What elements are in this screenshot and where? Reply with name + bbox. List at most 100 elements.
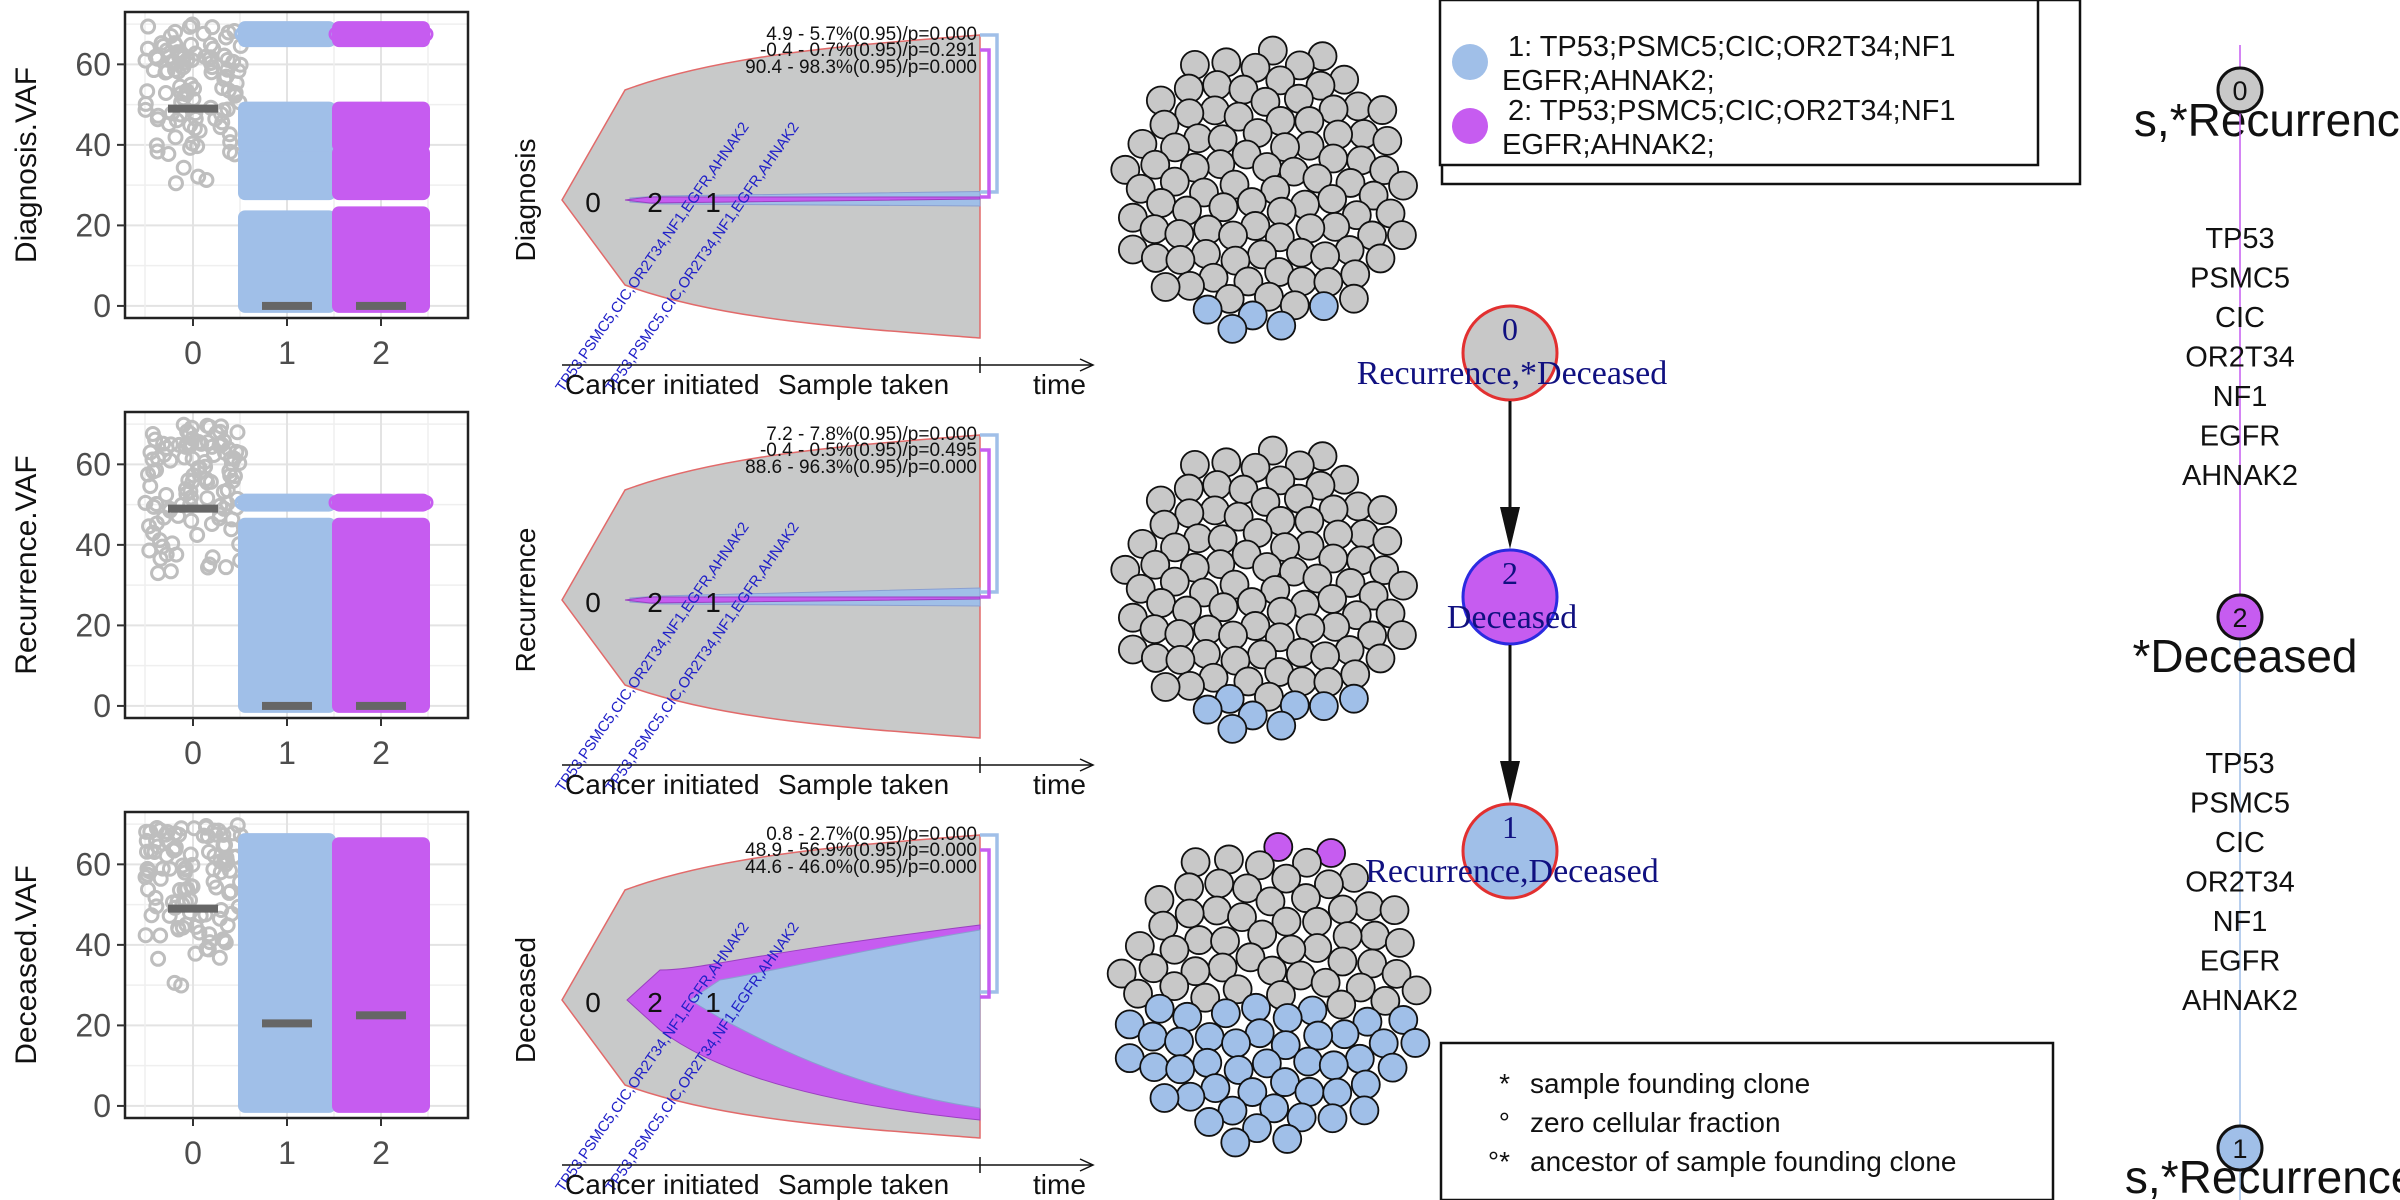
vaf-panel-recurrence: 0 20 40 60 0 1 2 Recurrence.VAF — [10, 410, 470, 771]
cell — [1292, 847, 1322, 878]
cell — [1140, 549, 1171, 580]
cell — [1286, 1102, 1317, 1133]
tree-node-label: 2 — [1502, 555, 1518, 591]
vaf-series-2 — [328, 493, 434, 713]
symbol-legend-symbol: * — [1499, 1068, 1510, 1099]
y-tick-label: 40 — [75, 527, 111, 563]
vaf-point — [229, 424, 246, 441]
cell — [1138, 953, 1169, 984]
vaf-median-bar — [262, 1019, 312, 1028]
vaf-point — [244, 26, 260, 42]
vtree-node-caption: *Deceased — [2132, 630, 2357, 682]
cell — [1332, 921, 1363, 952]
vaf-point — [187, 45, 204, 62]
vaf-point — [182, 846, 199, 863]
fish-annotation: 88.6 - 96.3%(0.95)/p=0.000 — [745, 457, 977, 478]
cell — [1334, 635, 1365, 665]
fishplot-panels: 0 2 1 4.9 - 5.7%(0.95)/p=0.000-0.4 - 0.7%(0… — [510, 24, 1095, 1200]
y-axis-label: Diagnosis.VAF — [10, 67, 43, 263]
vaf-point — [139, 40, 156, 57]
fish-clone-label: 2 — [647, 987, 663, 1018]
cell — [1400, 1028, 1431, 1058]
cell — [1202, 470, 1233, 500]
tree-node-caption: Recurrence,*Deceased — [1357, 355, 1668, 392]
vaf-point — [221, 463, 238, 480]
x-tick-label: 1 — [278, 335, 296, 371]
vaf-point — [230, 62, 247, 79]
legend-swatch — [1452, 44, 1488, 80]
cell — [1217, 313, 1248, 344]
vaf-point — [181, 18, 198, 35]
x-tick-label: 0 — [184, 735, 202, 771]
y-tick-label: 0 — [93, 688, 111, 724]
cell — [1201, 895, 1232, 926]
cell — [1272, 1124, 1303, 1154]
cell-plot-diagnosis — [1110, 35, 1418, 344]
cell — [1210, 998, 1241, 1029]
vaf-point — [388, 495, 404, 511]
cell — [1310, 241, 1340, 272]
fish-clone-label: 1 — [705, 987, 721, 1018]
vaf-point — [222, 143, 239, 160]
fish-axis-label: Sample taken — [778, 369, 949, 400]
vtree-gene-label: CIC — [2215, 302, 2265, 334]
cell — [1259, 1093, 1290, 1124]
cell — [1359, 920, 1390, 951]
vaf-median-bar — [356, 301, 406, 310]
symbol-legend-symbol: °* — [1488, 1146, 1510, 1177]
tree-node-label: 0 — [1502, 311, 1518, 347]
cell — [1310, 967, 1341, 998]
cell — [1137, 1021, 1168, 1052]
cell-plot-recurrence — [1110, 435, 1418, 744]
vaf-point — [358, 26, 374, 42]
vtree-node-label: 0 — [2232, 76, 2247, 106]
vertical-tree: TP53 PSMC5 CIC OR2T34 NF1 EGFR AHNAK2 TP53 PSMC5… — [2132, 45, 2358, 1200]
cell — [1164, 219, 1195, 249]
vaf-point — [148, 137, 165, 154]
cell — [1223, 501, 1254, 532]
cell — [1302, 163, 1333, 194]
vaf-panel-diagnosis: 0 20 40 60 0 1 2 Diagnosis.VAF — [10, 10, 470, 371]
vaf-series-1 — [234, 493, 340, 713]
vaf-panel-deceased: 0 20 40 60 0 1 2 Deceased.VAF — [10, 810, 470, 1171]
vaf-point — [274, 26, 290, 42]
fish-clone-label: 1 — [705, 187, 721, 218]
vaf-series-1 — [234, 21, 340, 313]
cell — [1125, 573, 1156, 604]
cell — [1323, 119, 1353, 150]
vaf-median-bar — [262, 701, 312, 710]
vaf-point — [198, 940, 215, 957]
vaf-median-bar — [168, 504, 218, 513]
cell — [1308, 291, 1339, 322]
fish-bracket-2 — [980, 848, 991, 999]
cell — [1265, 65, 1296, 96]
symbol-legend-text: ancestor of sample founding clone — [1530, 1146, 1957, 1177]
tree-node-circle — [1461, 548, 1559, 646]
vaf-point — [234, 26, 250, 42]
vaf-point — [418, 26, 434, 42]
vaf-point — [254, 495, 270, 511]
vaf-panel-border — [123, 410, 470, 720]
vaf-point — [304, 495, 320, 511]
vaf-point — [398, 26, 414, 42]
fish-annotation: -0.4 - 0.7%(0.95)/p=0.291 — [760, 40, 977, 61]
cell — [1305, 70, 1336, 101]
vaf-point — [148, 898, 165, 915]
legend-item-label: 1: TP53;PSMC5;CIC;OR2T34;NF1 — [1508, 31, 1956, 63]
tree-edge-arrow — [1500, 507, 1520, 549]
vaf-point — [160, 116, 177, 133]
y-tick-label: 0 — [93, 288, 111, 324]
tree-node-2: 2 Deceased — [1447, 548, 1577, 646]
vaf-point — [158, 847, 175, 864]
cell — [1125, 173, 1156, 204]
cell — [1271, 863, 1302, 894]
cell — [1164, 619, 1195, 649]
vaf-point — [212, 423, 229, 440]
vaf-point — [150, 107, 167, 124]
fish-clone-label: 2 — [647, 587, 663, 618]
cell — [1235, 942, 1266, 973]
cell — [1379, 895, 1410, 926]
x-tick-label: 1 — [278, 735, 296, 771]
fish-bracket-2 — [980, 448, 991, 599]
vaf-point — [144, 451, 161, 468]
